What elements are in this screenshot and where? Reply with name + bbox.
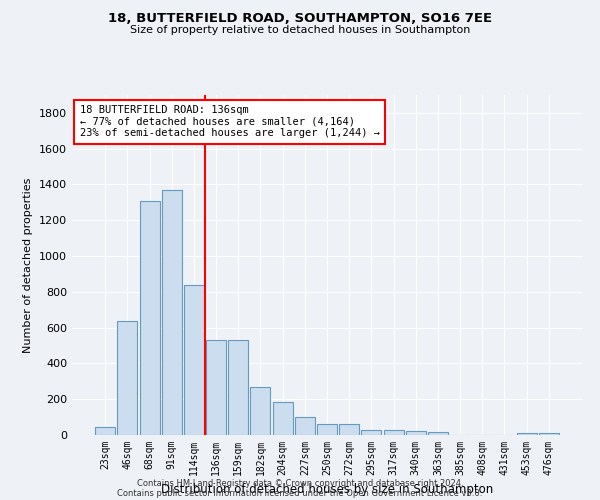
Bar xyxy=(184,284,204,435)
Bar xyxy=(361,430,382,435)
Bar xyxy=(539,433,559,435)
Bar xyxy=(140,202,160,435)
Text: Size of property relative to detached houses in Southampton: Size of property relative to detached ho… xyxy=(130,25,470,35)
Bar xyxy=(295,417,315,435)
Bar xyxy=(406,430,426,435)
Text: 18, BUTTERFIELD ROAD, SOUTHAMPTON, SO16 7EE: 18, BUTTERFIELD ROAD, SOUTHAMPTON, SO16 … xyxy=(108,12,492,26)
Bar xyxy=(428,432,448,435)
Text: Contains HM Land Registry data © Crown copyright and database right 2024.: Contains HM Land Registry data © Crown c… xyxy=(137,478,463,488)
Bar xyxy=(228,340,248,435)
Bar xyxy=(272,402,293,435)
X-axis label: Distribution of detached houses by size in Southampton: Distribution of detached houses by size … xyxy=(161,484,493,496)
Bar xyxy=(250,386,271,435)
Bar xyxy=(95,427,115,435)
Y-axis label: Number of detached properties: Number of detached properties xyxy=(23,178,34,352)
Bar xyxy=(118,322,137,435)
Text: Contains public sector information licensed under the Open Government Licence v3: Contains public sector information licen… xyxy=(118,488,482,498)
Bar xyxy=(206,340,226,435)
Bar xyxy=(339,424,359,435)
Bar xyxy=(162,190,182,435)
Bar xyxy=(317,424,337,435)
Bar xyxy=(383,430,404,435)
Text: 18 BUTTERFIELD ROAD: 136sqm
← 77% of detached houses are smaller (4,164)
23% of : 18 BUTTERFIELD ROAD: 136sqm ← 77% of det… xyxy=(80,105,380,138)
Bar xyxy=(517,433,536,435)
